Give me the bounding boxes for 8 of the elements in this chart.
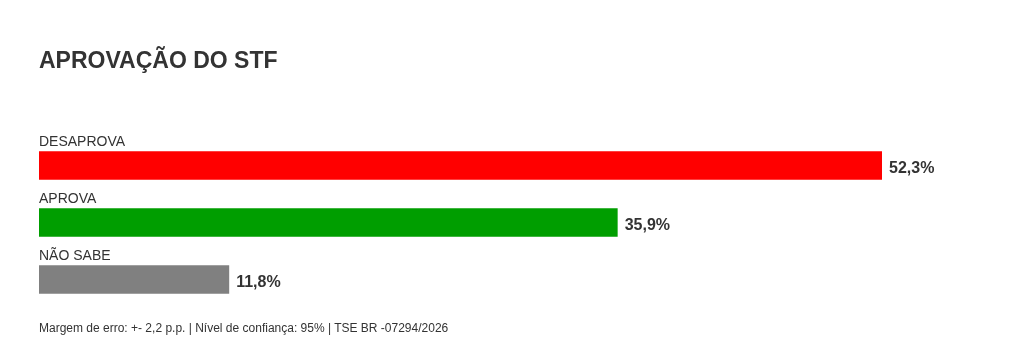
y-tick-label: APROVA <box>39 190 97 207</box>
chart-title: APROVAÇÃO DO STF <box>39 46 278 74</box>
data-label: 52,3% <box>889 158 935 176</box>
data-label: 35,9% <box>624 215 671 233</box>
y-tick-label: NÃO SABE <box>39 247 111 264</box>
y-tick-label: DESAPROVA <box>39 133 126 150</box>
data-label: 11,8% <box>236 272 281 290</box>
text: Margem de erro: +- 2,2 p.p. | Nível de confiança: 95% | TSE BR -07294/2026 <box>39 321 449 335</box>
